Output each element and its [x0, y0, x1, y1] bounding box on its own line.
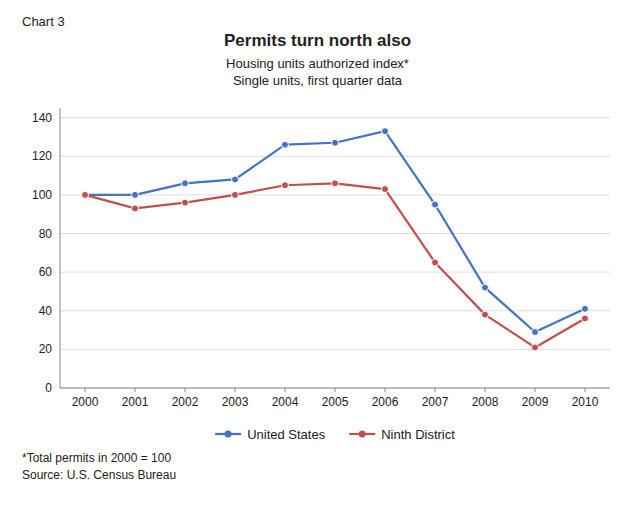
y-tick-label: 120: [32, 149, 52, 163]
point: [582, 315, 589, 322]
point: [382, 186, 389, 193]
subtitle: Housing units authorized index*: [226, 56, 409, 71]
legend-item: United States: [215, 427, 326, 442]
x-tick: [535, 388, 536, 392]
point: [132, 205, 139, 212]
axes: 0 20 40 60 80 100 120 140 2000 2001 2002 2003 2004 20…: [32, 108, 610, 409]
point: [432, 259, 439, 266]
point: [82, 191, 89, 198]
x-axis-line: [60, 388, 610, 389]
x-tick: [385, 388, 386, 392]
x-tick-label: 2003: [222, 395, 249, 409]
x-tick-label: 2005: [322, 395, 349, 409]
point: [182, 199, 189, 206]
grid-line: [60, 117, 610, 118]
subtitle: Single units, first quarter data: [233, 73, 403, 88]
y-tick-label: 20: [39, 342, 53, 356]
line: [85, 131, 585, 332]
x-tick-label: 2009: [522, 395, 549, 409]
point: [532, 344, 539, 351]
x-tick: [185, 388, 186, 392]
point: [482, 311, 489, 318]
footnote: Source: U.S. Census Bureau: [22, 468, 176, 482]
y-tick-label: 40: [39, 304, 53, 318]
x-tick-label: 2008: [472, 395, 499, 409]
series: [82, 128, 589, 336]
legend-label: Ninth District: [381, 427, 455, 442]
line: [85, 183, 585, 347]
point: [232, 176, 239, 183]
point: [282, 182, 289, 189]
point: [332, 139, 339, 146]
legend-label: United States: [247, 427, 326, 442]
footnote: *Total permits in 2000 = 100: [22, 451, 171, 465]
point: [332, 180, 339, 187]
legend: United States Ninth District: [215, 427, 455, 442]
legend-marker: [225, 431, 232, 438]
x-tick-label: 2006: [372, 395, 399, 409]
point: [82, 191, 89, 198]
x-tick: [235, 388, 236, 392]
point: [282, 141, 289, 148]
legend-item: Ninth District: [349, 427, 455, 442]
x-tick-label: 2002: [172, 395, 199, 409]
point: [182, 180, 189, 187]
grid-line: [60, 310, 610, 311]
point: [532, 329, 539, 336]
series: [82, 180, 589, 351]
x-tick-label: 2004: [272, 395, 299, 409]
chart-label: Chart 3: [22, 14, 65, 29]
y-tick-label: 0: [45, 381, 52, 395]
point: [382, 128, 389, 135]
x-tick-label: 2010: [572, 395, 599, 409]
point: [582, 305, 589, 312]
x-tick: [435, 388, 436, 392]
x-tick: [335, 388, 336, 392]
point: [232, 191, 239, 198]
grid-line: [60, 194, 610, 195]
point: [432, 201, 439, 208]
point: [482, 284, 489, 291]
x-tick-label: 2007: [422, 395, 449, 409]
x-tick: [135, 388, 136, 392]
x-tick-label: 2001: [122, 395, 149, 409]
grid-line: [60, 349, 610, 350]
y-tick-label: 100: [32, 188, 52, 202]
grid-line: [60, 272, 610, 273]
legend-marker: [359, 431, 366, 438]
y-tick-label: 140: [32, 111, 52, 125]
plot-area: [82, 128, 589, 351]
x-tick-label: 2000: [72, 395, 99, 409]
point: [132, 191, 139, 198]
grid-line: [60, 233, 610, 234]
x-tick: [85, 388, 86, 392]
y-axis-line: [60, 108, 61, 388]
grid-line: [60, 388, 610, 389]
y-tick-label: 80: [39, 227, 53, 241]
title: Permits turn north also: [224, 31, 411, 50]
grid-line: [60, 156, 610, 157]
chart: Chart 3 Permits turn north also Housing un…: [0, 0, 635, 530]
x-tick: [485, 388, 486, 392]
y-tick-label: 60: [39, 265, 53, 279]
x-tick: [585, 388, 586, 392]
x-tick: [285, 388, 286, 392]
